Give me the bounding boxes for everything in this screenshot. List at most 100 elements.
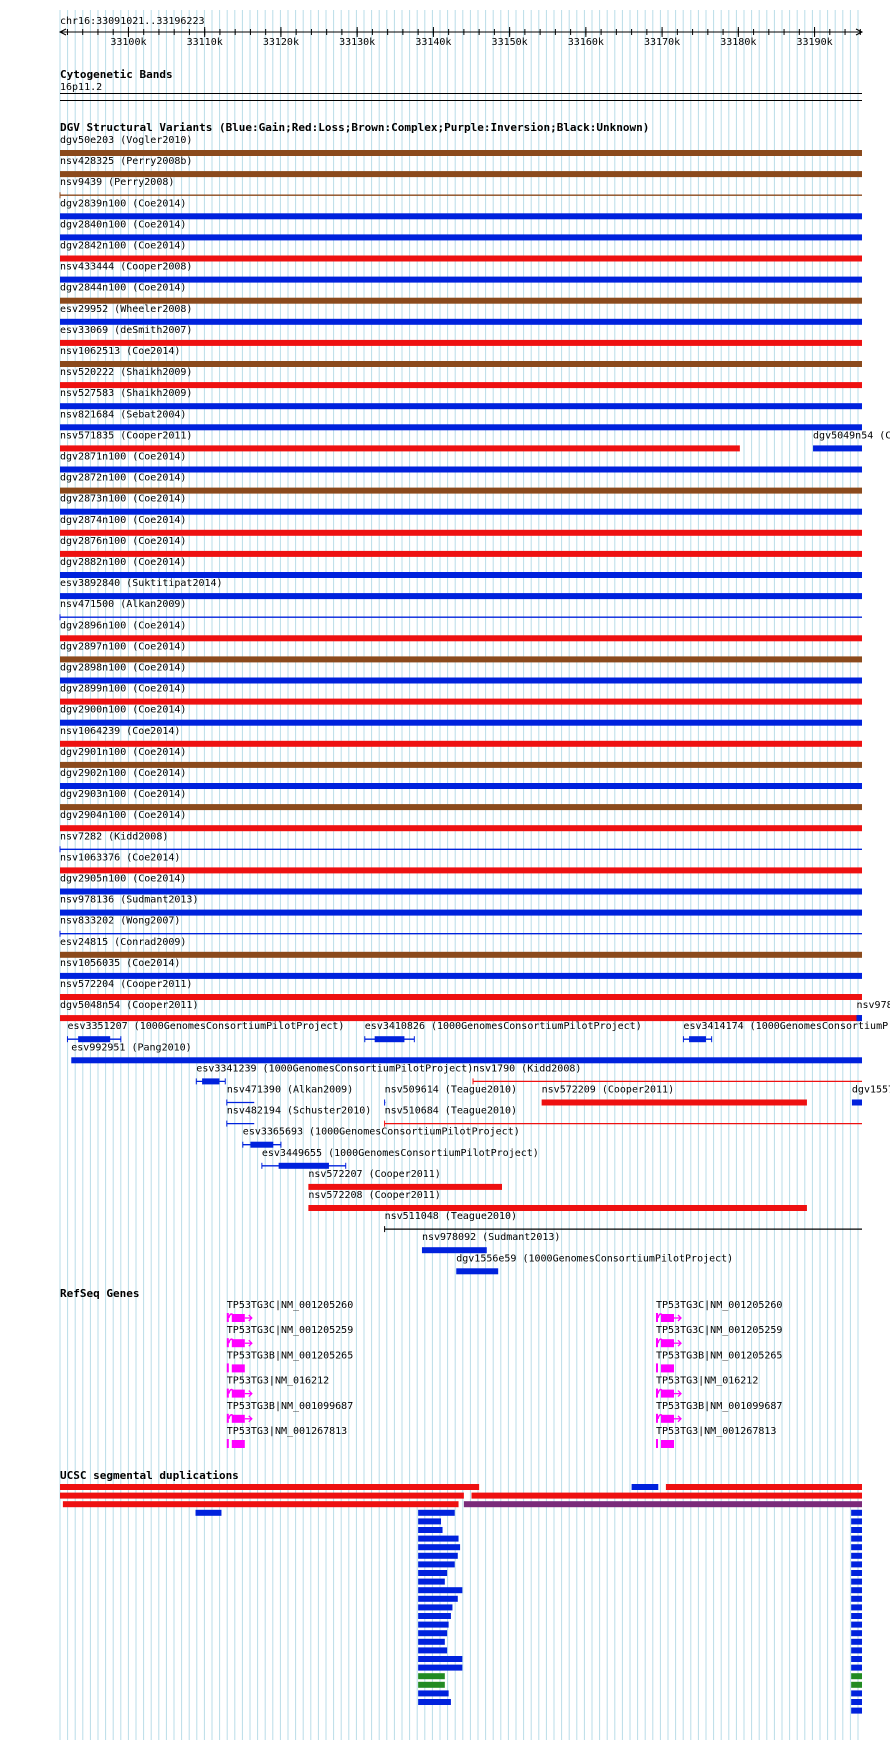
- dgv-variant-bar[interactable]: [456, 1268, 499, 1275]
- segdup-feature-bar[interactable]: [851, 1656, 862, 1662]
- gene-exon[interactable]: [226, 1363, 229, 1373]
- segdup-feature-bar[interactable]: [195, 1509, 222, 1516]
- dgv-variant-bar[interactable]: [60, 972, 862, 979]
- dgv-variant-bar[interactable]: [813, 445, 862, 452]
- segdup-feature-bar[interactable]: [851, 1587, 862, 1594]
- gene-exon[interactable]: [226, 1313, 229, 1322]
- dgv-variant-bar[interactable]: [60, 382, 862, 389]
- dgv-variant-bar[interactable]: [60, 593, 862, 600]
- segdup-feature-bar[interactable]: [851, 1690, 862, 1697]
- dgv-variant-bar[interactable]: [60, 529, 862, 536]
- segdup-feature-bar[interactable]: [418, 1664, 463, 1671]
- dgv-variant-bar[interactable]: [60, 867, 862, 874]
- segdup-feature-bar[interactable]: [418, 1699, 451, 1705]
- segdup-feature-bar[interactable]: [418, 1604, 453, 1611]
- segdup-feature-bar[interactable]: [851, 1638, 862, 1645]
- dgv-variant-bar[interactable]: [60, 234, 862, 241]
- segdup-feature-bar[interactable]: [851, 1664, 862, 1671]
- dgv-variant-bar[interactable]: [541, 1099, 807, 1106]
- dgv-variant-bar[interactable]: [60, 677, 862, 684]
- gene-exon[interactable]: [660, 1364, 674, 1373]
- dgv-variant-bar[interactable]: [60, 719, 862, 726]
- dgv-variant-core[interactable]: [278, 1162, 329, 1169]
- segdup-feature-bar[interactable]: [851, 1604, 862, 1611]
- segdup-feature-bar[interactable]: [418, 1570, 448, 1576]
- dgv-variant-bar[interactable]: [71, 1057, 863, 1064]
- dgv-variant-bar[interactable]: [60, 403, 862, 410]
- segdup-feature-bar[interactable]: [418, 1535, 459, 1542]
- dgv-variant-bar[interactable]: [60, 825, 862, 832]
- segdup-feature-bar[interactable]: [851, 1578, 862, 1585]
- segdup-feature-bar[interactable]: [851, 1509, 862, 1516]
- gene-exon[interactable]: [226, 1439, 229, 1448]
- dgv-variant-core[interactable]: [374, 1036, 405, 1043]
- segdup-feature-bar[interactable]: [62, 1501, 459, 1508]
- segdup-feature-bar[interactable]: [851, 1552, 862, 1559]
- dgv-variant-bar[interactable]: [60, 297, 862, 304]
- gene-exon[interactable]: [226, 1413, 229, 1423]
- dgv-variant-bar[interactable]: [421, 1247, 487, 1254]
- segdup-feature-bar[interactable]: [463, 1501, 862, 1508]
- gene-exon[interactable]: [660, 1414, 674, 1423]
- dgv-variant-bar[interactable]: [60, 276, 862, 283]
- dgv-variant-bar[interactable]: [60, 698, 862, 705]
- segdup-feature-bar[interactable]: [418, 1673, 445, 1680]
- dgv-variant-bar[interactable]: [60, 466, 862, 473]
- segdup-feature-bar[interactable]: [418, 1544, 461, 1551]
- dgv-variant-bar[interactable]: [60, 783, 862, 789]
- segdup-feature-bar[interactable]: [60, 1484, 480, 1490]
- segdup-feature-bar[interactable]: [851, 1527, 862, 1533]
- dgv-variant-bar[interactable]: [60, 487, 862, 494]
- segdup-feature-bar[interactable]: [418, 1518, 442, 1525]
- gene-exon[interactable]: [231, 1314, 245, 1322]
- segdup-feature-bar[interactable]: [851, 1647, 862, 1654]
- segdup-feature-bar[interactable]: [851, 1535, 862, 1542]
- dgv-variant-bar[interactable]: [60, 508, 862, 515]
- dgv-variant-bar[interactable]: [60, 424, 862, 431]
- dgv-variant-bar[interactable]: [60, 445, 740, 452]
- dgv-variant-bar[interactable]: [60, 255, 862, 262]
- dgv-variant-bar[interactable]: [60, 213, 862, 220]
- dgv-variant-core[interactable]: [202, 1078, 220, 1085]
- dgv-variant-bar[interactable]: [60, 550, 862, 557]
- gene-exon[interactable]: [655, 1338, 658, 1348]
- dgv-variant-bar[interactable]: [856, 1015, 862, 1022]
- gene-exon[interactable]: [660, 1440, 674, 1448]
- dgv-variant-bar[interactable]: [60, 361, 862, 367]
- gene-exon[interactable]: [655, 1313, 658, 1322]
- segdup-feature-bar[interactable]: [851, 1613, 862, 1619]
- segdup-feature-bar[interactable]: [418, 1630, 448, 1637]
- dgv-variant-core[interactable]: [689, 1036, 707, 1043]
- gene-exon[interactable]: [655, 1413, 658, 1423]
- dgv-variant-bar[interactable]: [60, 339, 862, 346]
- segdup-feature-bar[interactable]: [471, 1492, 862, 1499]
- dgv-variant-bar[interactable]: [308, 1205, 807, 1211]
- dgv-variant-bar[interactable]: [60, 761, 862, 768]
- dgv-variant-bar[interactable]: [60, 909, 862, 916]
- gene-exon[interactable]: [226, 1388, 229, 1398]
- segdup-feature-bar[interactable]: [851, 1595, 862, 1602]
- gene-exon[interactable]: [655, 1439, 658, 1448]
- segdup-feature-bar[interactable]: [418, 1578, 445, 1585]
- position-ruler[interactable]: 33100k 33110k 33120k 33130k 33140k 33150k 3316…: [58, 27, 864, 48]
- gene-exon[interactable]: [231, 1389, 245, 1398]
- dgv-variant-bar[interactable]: [60, 150, 862, 156]
- gene-exon[interactable]: [231, 1364, 245, 1373]
- gene-exon[interactable]: [655, 1388, 658, 1398]
- segdup-feature-bar[interactable]: [631, 1484, 659, 1490]
- segdup-feature-bar[interactable]: [60, 1492, 464, 1499]
- segdup-feature-bar[interactable]: [665, 1484, 862, 1490]
- dgv-variant-bar[interactable]: [60, 572, 862, 578]
- dgv-variant-core[interactable]: [250, 1141, 274, 1148]
- segdup-feature-bar[interactable]: [851, 1699, 862, 1705]
- dgv-variant-bar[interactable]: [60, 1015, 862, 1022]
- gene-exon[interactable]: [231, 1339, 245, 1348]
- segdup-feature-bar[interactable]: [851, 1681, 862, 1688]
- dgv-variant-bar[interactable]: [60, 994, 862, 1000]
- segdup-feature-bar[interactable]: [851, 1544, 862, 1551]
- segdup-feature-bar[interactable]: [851, 1570, 862, 1576]
- gene-exon[interactable]: [226, 1338, 229, 1348]
- segdup-feature-bar[interactable]: [418, 1595, 458, 1602]
- gene-exon[interactable]: [655, 1363, 658, 1373]
- segdup-feature-bar[interactable]: [851, 1518, 862, 1525]
